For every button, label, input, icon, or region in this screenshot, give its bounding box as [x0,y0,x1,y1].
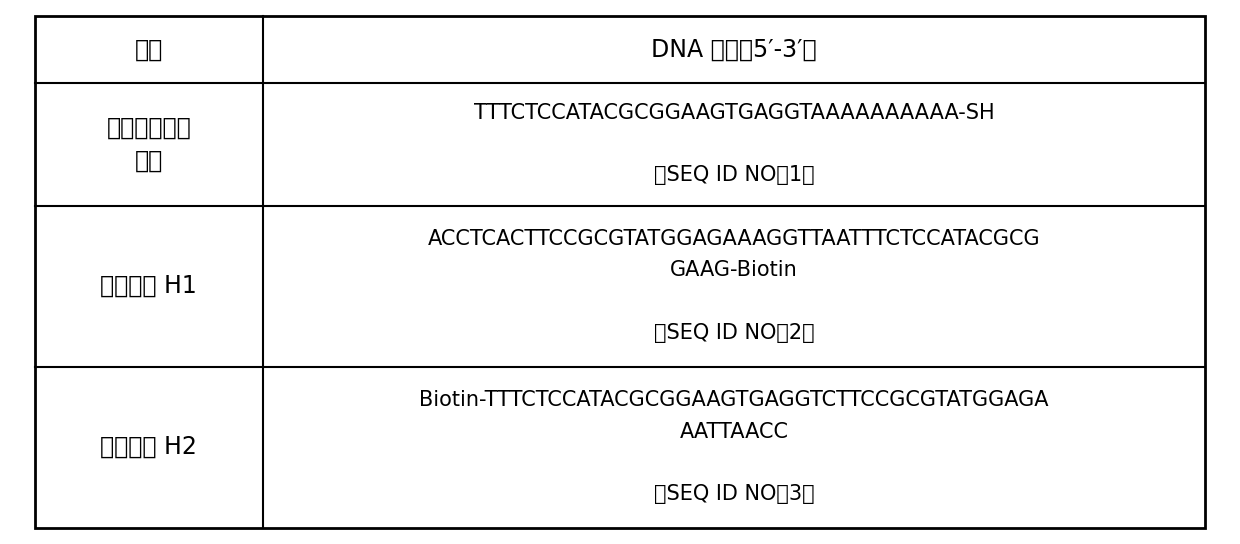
Text: Biotin-TTTCTCCATACGCGGAAGTGAGGTCTTCCGCGTATGGAGA: Biotin-TTTCTCCATACGCGGAAGTGAGGTCTTCCGCGT… [419,390,1049,410]
Text: （SEQ ID NO：2）: （SEQ ID NO：2） [653,323,815,343]
Text: 单链扩增引发
探针: 单链扩增引发 探针 [107,115,191,173]
Text: 发卡探针 H2: 发卡探针 H2 [100,435,197,459]
Text: AATTAACC: AATTAACC [680,422,789,442]
Text: ACCTCACTTCCGCGTATGGAGAAAGGTTAATTTCTCCATACGCG: ACCTCACTTCCGCGTATGGAGAAAGGTTAATTTCTCCATA… [428,229,1040,249]
Text: 名称: 名称 [135,38,162,61]
Text: （SEQ ID NO：1）: （SEQ ID NO：1） [653,165,815,186]
Text: DNA 序列（5′-3′）: DNA 序列（5′-3′） [651,38,817,61]
Text: GAAG-Biotin: GAAG-Biotin [671,261,799,281]
Text: （SEQ ID NO：3）: （SEQ ID NO：3） [653,484,815,504]
Text: 发卡探针 H1: 发卡探针 H1 [100,274,197,298]
Text: TTTCTCCATACGCGGAAGTGAGGTAAAAAAAAAA-SH: TTTCTCCATACGCGGAAGTGAGGTAAAAAAAAAA-SH [474,103,994,123]
